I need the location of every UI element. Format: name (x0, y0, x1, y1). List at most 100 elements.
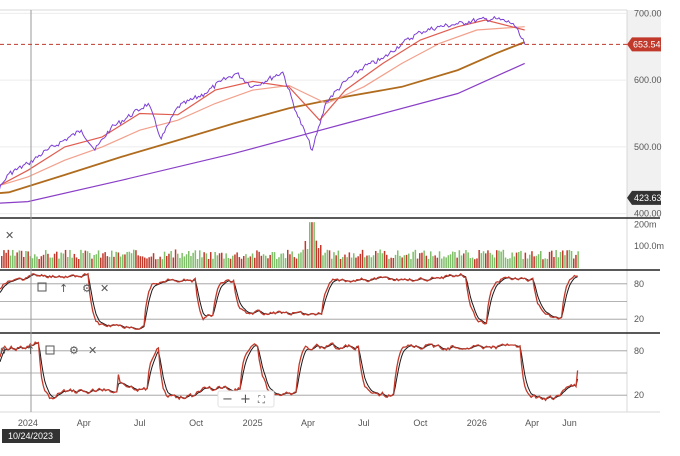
volume-bar (328, 250, 331, 268)
volume-bar (117, 252, 120, 268)
volume-bar (58, 258, 60, 268)
volume-bar (36, 256, 38, 268)
volume-bar (62, 253, 65, 268)
volume-bar (414, 249, 417, 268)
volume-bar (179, 258, 181, 268)
volume-bar (537, 254, 540, 268)
price-tick-label: 400.00 (634, 209, 662, 219)
date-tick-label: Jun (562, 418, 577, 428)
volume-bar (467, 252, 469, 268)
osc1-settings-icon[interactable]: ⚙ (82, 282, 92, 295)
svg-text:423.63: 423.63 (634, 193, 662, 203)
volume-bar (339, 258, 342, 268)
date-tick-label: Apr (77, 418, 91, 428)
osc2-close-icon[interactable]: ✕ (88, 344, 97, 357)
volume-bar (480, 253, 483, 268)
volume-bar (31, 258, 34, 268)
volume-bar (240, 258, 243, 268)
zoom-in-button[interactable]: + (240, 392, 251, 407)
fullscreen-button[interactable]: ⛶ (257, 395, 266, 406)
volume-bar (335, 255, 337, 268)
price-tick-label: 600.00 (634, 75, 662, 85)
volume-bar (515, 252, 518, 268)
volume-bar (137, 255, 139, 268)
volume-bar (267, 258, 269, 268)
volume-bar (146, 258, 148, 268)
volume-bar (196, 258, 199, 268)
volume-bar (570, 251, 573, 268)
volume-bar (350, 257, 353, 268)
volume-bar (511, 252, 513, 268)
volume-bar (225, 253, 227, 268)
volume-bar (401, 257, 403, 268)
osc2-move-up-icon[interactable]: ↑ (26, 344, 35, 357)
zoom-out-button[interactable]: − (222, 392, 233, 407)
volume-bar (509, 258, 511, 268)
volume-bar (388, 258, 390, 268)
volume-bar (25, 251, 27, 268)
volume-bar (247, 257, 249, 268)
volume-bar (423, 250, 425, 268)
volume-bar (168, 253, 170, 268)
osc2-period-label: 8 (0, 347, 6, 357)
volume-bar (20, 250, 23, 268)
volume-bar (203, 252, 205, 268)
volume-bar (159, 256, 161, 268)
volume-bar (421, 252, 423, 268)
volume-bar (317, 248, 320, 268)
volume-bar (524, 252, 527, 268)
volume-bar (227, 257, 230, 268)
volume-bar (344, 254, 346, 268)
volume-bar (221, 252, 223, 268)
osc-signal-line (0, 273, 578, 330)
osc1-expand-icon[interactable] (37, 282, 47, 292)
volume-bar (113, 256, 115, 268)
osc1-close-icon[interactable]: ✕ (100, 282, 109, 295)
svg-text:653.54: 653.54 (633, 39, 661, 49)
volume-bar (174, 249, 177, 268)
volume-bar (361, 249, 364, 268)
volume-bar (399, 255, 401, 268)
volume-bar (234, 254, 236, 268)
volume-bar (375, 250, 377, 268)
volume-bar (80, 249, 82, 268)
volume-bar (533, 256, 535, 268)
volume-bar (108, 256, 111, 268)
volume-bar (383, 250, 386, 268)
volume-bar (573, 258, 575, 268)
volume-bar (366, 255, 368, 268)
volume-bar (284, 258, 287, 268)
moving-average-line (0, 62, 525, 204)
volume-bar (529, 254, 531, 268)
volume-bar (498, 250, 500, 268)
osc1-move-up-icon[interactable]: ↑ (59, 282, 68, 295)
volume-bar (260, 255, 263, 268)
volume-bar (67, 257, 69, 268)
volume-bar (540, 251, 542, 268)
volume-bar (86, 251, 89, 268)
volume-bar (29, 256, 32, 268)
volume-bar (489, 252, 491, 268)
osc2-expand-icon[interactable] (45, 345, 55, 355)
osc2-settings-icon[interactable]: ⚙ (69, 344, 79, 357)
volume-bar (47, 253, 49, 268)
volume-bar (379, 249, 381, 268)
volume-bar (320, 245, 322, 268)
volume-bar (412, 251, 414, 268)
volume-bar (548, 251, 551, 268)
volume-bar (60, 252, 62, 268)
volume-bar (487, 250, 489, 268)
volume-bar (390, 257, 392, 268)
volume-bar (386, 254, 388, 268)
volume-bar (91, 258, 93, 268)
volume-bar (102, 253, 104, 268)
volume-bar (166, 255, 168, 268)
volume-bar (232, 255, 234, 268)
volume-bar (445, 257, 447, 268)
volume-bar (276, 258, 278, 268)
price-tick-label: 500.00 (634, 142, 662, 152)
close-panel-icon[interactable]: ✕ (5, 229, 14, 242)
volume-bar (298, 253, 300, 268)
date-tick-label: Apr (525, 418, 539, 428)
